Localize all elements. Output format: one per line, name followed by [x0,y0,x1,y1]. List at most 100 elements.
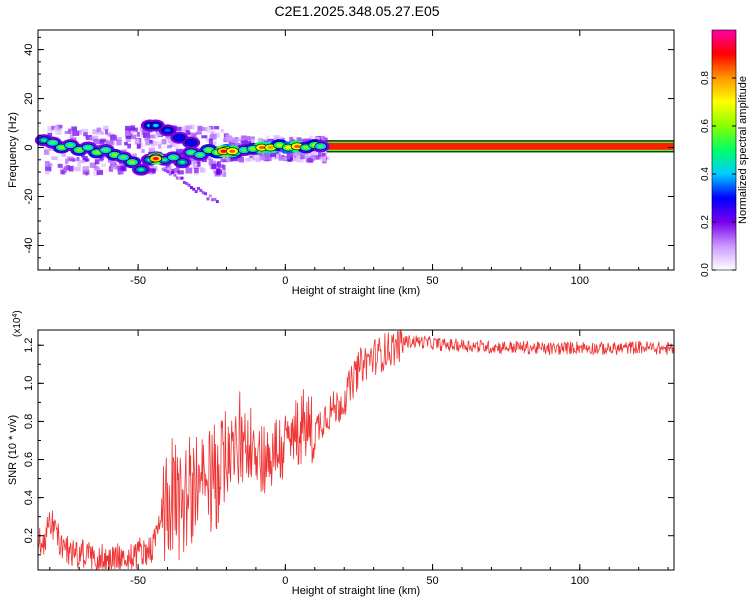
x-tick-label: 0 [282,275,288,287]
halo-cell [265,135,270,140]
ridge-core [188,141,195,145]
halo-cell [64,130,71,134]
halo-cell [192,158,200,165]
halo-cell [92,170,99,176]
halo-cell [222,159,229,163]
halo-cell [185,182,189,186]
halo-cell [323,137,328,143]
ridge-core [267,145,274,150]
halo-cell [320,156,327,162]
colorbar: 0.0 0.2 0.4 0.6 0.8 Normalized spectral ampl… [700,29,749,277]
snr-exponent-base: (x10 [12,317,23,337]
ridge-core [196,153,203,157]
halo-cell [192,134,196,138]
halo-cell [89,162,97,168]
halo-cell [170,142,176,148]
halo-cell [125,125,132,131]
halo-cell [64,166,70,171]
colorbar-label: Normalized spectral amplitude [737,76,749,224]
halo-cell [245,157,251,162]
y-tick-label: 40 [23,43,35,55]
halo-cell [65,158,69,165]
halo-cell [216,161,221,167]
halo-cell [278,156,285,161]
halo-cell [54,130,60,135]
y-tick-label: 1.0 [23,376,35,391]
halo-cell [209,160,216,166]
halo-cell [174,126,182,132]
halo-cell [197,186,200,190]
halo-cell [78,129,82,135]
halo-cell [164,168,168,172]
halo-cell [218,164,225,169]
band-core [326,142,674,150]
halo-cell [184,125,192,129]
halo-cell [56,124,63,129]
colorbar-ticks: 0.0 0.2 0.4 0.6 0.8 [700,71,736,277]
halo-cell [74,167,81,172]
halo-cell [239,138,245,142]
halo-cell [201,135,208,139]
halo-cell [51,156,58,161]
halo-cell [147,164,153,170]
ridge-core [317,144,324,148]
chart-title: C2E1.2025.348.05.27.E05 [274,3,439,19]
halo-cell [149,139,153,144]
halo-cell [93,138,100,145]
snr-x-axis-label: Height of straight line (km) [292,585,420,597]
halo-cell [110,160,116,167]
snr-marks [37,330,675,570]
x-tick-label: 50 [426,575,438,587]
halo-cell [173,173,177,177]
halo-cell [266,139,273,143]
halo-cell [225,134,232,141]
y-tick-label: 0.8 [23,414,35,429]
halo-cell [130,134,137,140]
halo-cell [211,130,215,135]
halo-cell [107,132,111,137]
halo-cell [125,132,133,138]
x-tick-label: 0 [282,575,288,587]
halo-cell [197,125,203,132]
ridge-core [138,167,145,172]
ridge-core [67,143,74,147]
halo-cell [61,153,66,157]
halo-cell [100,138,106,143]
halo-cell [136,131,141,137]
halo-cell [167,144,172,149]
ridge-core [179,160,186,164]
x-tick-label: 100 [571,575,589,587]
colorbar-tick-label: 0.2 [700,215,711,229]
colorbar-tick-label: 0.8 [700,71,711,85]
halo-cell [199,167,206,174]
halo-cell [156,131,162,137]
y-tick-label: 0 [23,144,35,150]
halo-cell [201,127,209,131]
ridge-core [161,158,168,162]
halo-cell [246,136,250,141]
halo-cell [238,156,245,163]
halo-cell [144,137,151,141]
halo-cell [220,157,224,163]
y-tick-label: 1.2 [23,338,35,353]
halo-cell [194,190,198,194]
halo-cell [213,197,217,201]
halo-cell [304,154,310,159]
spectrogram-ridge [34,119,330,176]
halo-cell [171,171,175,175]
snr-exponent-close: ) [12,310,23,313]
halo-cell [47,126,53,132]
halo-cell [124,130,129,137]
halo-cell [214,126,220,130]
ridge-core [164,128,171,133]
halo-cell [82,166,89,173]
halo-cell [142,129,148,135]
halo-cell [138,157,144,161]
y-tick-label: 20 [23,92,35,104]
halo-cell [321,152,326,159]
colorbar-gradient [711,29,737,271]
halo-cell [89,136,94,141]
halo-cell [54,124,59,131]
halo-cell [220,169,224,174]
spectrogram-marks [34,119,674,204]
